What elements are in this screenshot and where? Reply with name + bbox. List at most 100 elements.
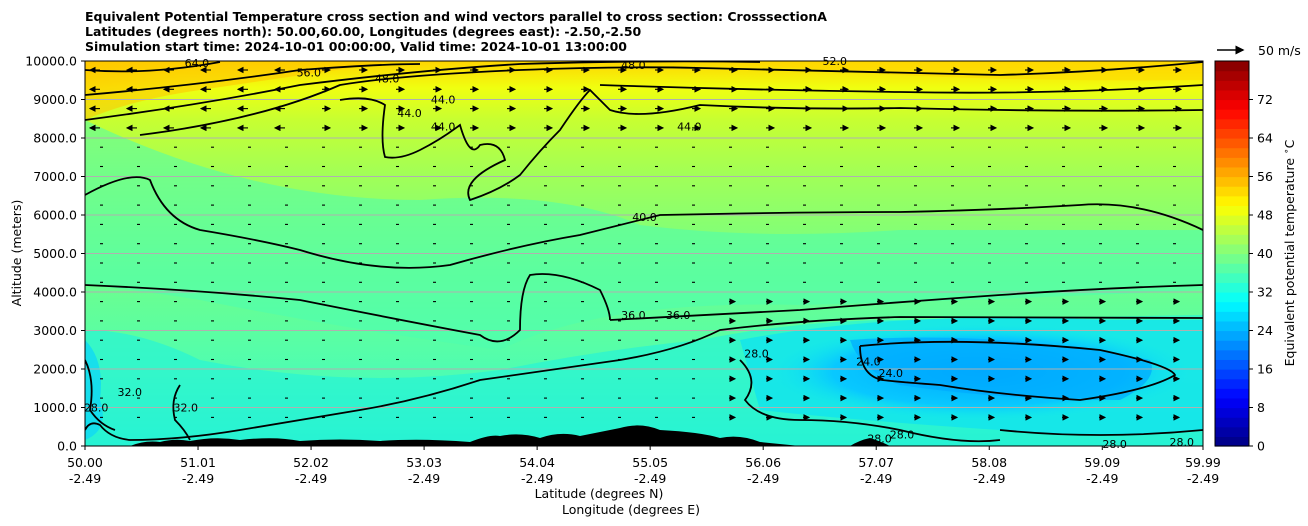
contour-28-bottom — [999, 429, 1203, 436]
colorbar-label: Equivalent potential temperature ∘C — [1282, 139, 1297, 366]
x-tick-label-lon: -2.49 — [973, 471, 1005, 486]
colorbar-segment — [1215, 195, 1249, 206]
chart-title: Equivalent Potential Temperature cross s… — [85, 9, 827, 54]
contour-lines — [85, 61, 1203, 443]
y-tick-label: 3000.0 — [33, 323, 77, 338]
x-tick-label-lat: 50.00 — [67, 455, 103, 470]
x-tick-label-lat: 56.06 — [745, 455, 781, 470]
colorbar-segment — [1215, 80, 1249, 91]
y-tick-label: 9000.0 — [33, 92, 77, 107]
x-tick-label-lat: 51.01 — [180, 455, 216, 470]
contour-label: 44.0 — [397, 107, 422, 120]
x-tick-label-lat: 59.09 — [1084, 455, 1120, 470]
contour-label: 28.0 — [744, 348, 769, 361]
colorbar-segment — [1215, 359, 1249, 370]
colorbar-segment — [1215, 118, 1249, 129]
y-tick-label: 1000.0 — [33, 400, 77, 415]
colorbar-segment — [1215, 128, 1249, 139]
colorbar-segment — [1215, 176, 1249, 187]
x-tick-label-lat: 55.05 — [632, 455, 668, 470]
contour-32-left — [172, 384, 191, 441]
colorbar-tick-label: 24 — [1257, 323, 1273, 338]
colorbar-segment — [1215, 138, 1249, 149]
colorbar-segment — [1215, 282, 1249, 293]
colorbar-segment — [1215, 436, 1249, 447]
contour-64 — [85, 61, 221, 73]
contour-40a — [85, 273, 611, 343]
colorbar-segment — [1215, 349, 1249, 360]
contour-28-left — [85, 359, 116, 431]
colorbar-segment — [1215, 224, 1249, 235]
title-line-3: Simulation start time: 2024-10-01 00:00:… — [85, 39, 627, 54]
colorbar-segment — [1215, 417, 1249, 428]
x-tick-label-lat: 54.04 — [519, 455, 555, 470]
contour-28 — [859, 340, 1177, 401]
x-tick-label-lat: 53.03 — [406, 455, 442, 470]
colorbar-segment — [1215, 369, 1249, 380]
contour-label: 24.0 — [856, 355, 881, 368]
title-line-2: Latitudes (degrees north): 50.00,60.00, … — [85, 24, 642, 39]
x-tick-label-lon: -2.49 — [295, 471, 327, 486]
colorbar-segment — [1215, 99, 1249, 110]
contour-label: 28.0 — [867, 432, 892, 445]
colorbar-segment — [1215, 378, 1249, 389]
y-tick-label: 2000.0 — [33, 362, 77, 377]
quiver-key-label: 50 m/s — [1258, 43, 1301, 58]
contour-label: 28.0 — [890, 428, 915, 441]
contour-label: 56.0 — [297, 67, 322, 80]
contour-label: 28.0 — [84, 402, 109, 415]
colorbar-segment — [1215, 320, 1249, 332]
x-tick-label-lon: -2.49 — [182, 471, 214, 486]
colorbar-segment — [1215, 109, 1249, 120]
colorbar-segment — [1215, 311, 1249, 322]
colorbar-tick-label: 40 — [1257, 246, 1273, 261]
colorbar-segment — [1215, 215, 1249, 226]
colorbar-tick-label: 0 — [1257, 439, 1265, 454]
contour-label: 24.0 — [879, 367, 904, 380]
colorbar-segment — [1215, 89, 1249, 101]
x-tick-label-lon: -2.49 — [408, 471, 440, 486]
x-tick-label-lon: -2.49 — [634, 471, 666, 486]
contour-40b — [609, 284, 1203, 321]
contour-label: 28.0 — [1169, 436, 1194, 449]
colorbar-segment — [1215, 426, 1249, 437]
wind-vectors — [88, 66, 1183, 421]
colorbar-tick-label: 72 — [1257, 92, 1273, 107]
x-axis-label-lat: Latitude (degrees N) — [535, 486, 664, 501]
colorbar-segment — [1215, 186, 1249, 197]
contour-label: 64.0 — [185, 57, 210, 70]
colorbar-segment — [1215, 234, 1249, 245]
colorbar: 0 8 16 24 32 40 48 56 64 72 — [1214, 60, 1273, 454]
y-tick-label: 6000.0 — [33, 208, 77, 223]
contour-36 — [85, 316, 1203, 441]
contour-label: 44.0 — [431, 94, 456, 107]
colorbar-tick-label: 48 — [1257, 208, 1273, 223]
contour-44-wiggle — [339, 88, 1203, 202]
colorbar-segment — [1215, 292, 1249, 303]
contour-48a — [139, 61, 1203, 136]
colorbar-tick-label: 16 — [1257, 362, 1273, 377]
y-tick-label: 4000.0 — [33, 285, 77, 300]
contour-label: 28.0 — [1102, 438, 1127, 451]
y-tick-label: 10000.0 — [25, 54, 77, 69]
contour-32 — [739, 359, 1001, 443]
y-tick-label: 5000.0 — [33, 246, 77, 261]
y-tick-label: 8000.0 — [33, 131, 77, 146]
x-tick-label-lon: -2.49 — [1187, 471, 1219, 486]
colorbar-segment — [1215, 301, 1249, 312]
colorbar-segment — [1215, 388, 1249, 399]
x-tick-label-lon: -2.49 — [747, 471, 779, 486]
y-axis-label: Altitude (meters) — [9, 200, 24, 307]
x-tick-label-lon: -2.49 — [69, 471, 101, 486]
contour-label: 48.0 — [375, 72, 400, 85]
colorbar-segment — [1215, 263, 1249, 274]
x-tick-label-lat: 58.08 — [971, 455, 1007, 470]
contour-label: 40.0 — [632, 211, 657, 224]
contour-label: 44.0 — [431, 120, 456, 133]
colorbar-segment — [1215, 272, 1249, 283]
colorbar-segment — [1215, 243, 1249, 255]
colorbar-segment — [1215, 340, 1249, 351]
y-axis: 0.0 1000.0 2000.0 3000.0 4000.0 5000.0 6000.0 7… — [25, 54, 85, 454]
terrain — [85, 425, 1203, 446]
